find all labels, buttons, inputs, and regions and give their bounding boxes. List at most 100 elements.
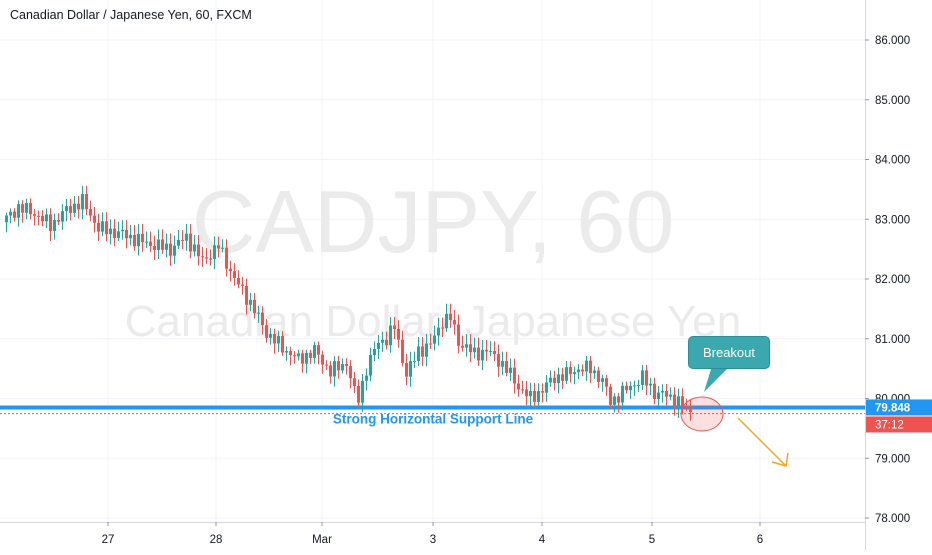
- candle-body: [517, 383, 520, 390]
- candle-body: [417, 346, 420, 361]
- candle-body: [549, 377, 552, 383]
- current-price-label: 79.848: [875, 402, 911, 414]
- candle-body: [497, 354, 500, 367]
- candle-body: [661, 390, 664, 393]
- candle-body: [173, 245, 176, 256]
- candle-body: [461, 345, 464, 348]
- candle-body: [213, 245, 216, 260]
- candle-body: [185, 233, 188, 241]
- time-tick-label: Mar: [312, 534, 332, 546]
- candle-body: [393, 325, 396, 329]
- candle-body: [381, 339, 384, 343]
- candle-body: [553, 377, 556, 384]
- candle-body: [101, 221, 104, 232]
- candle-body: [401, 339, 404, 364]
- candle-body: [605, 378, 608, 387]
- candle-body: [5, 215, 8, 223]
- candle-body: [585, 360, 588, 372]
- candle-body: [257, 312, 260, 314]
- candle-body: [421, 346, 424, 357]
- breakout-highlight: [680, 396, 724, 432]
- candle-body: [85, 193, 88, 210]
- candle-body: [397, 328, 400, 340]
- candle-body: [161, 239, 164, 250]
- price-tick-label: 79.000: [875, 453, 910, 465]
- candle-body: [125, 229, 128, 239]
- candle-body: [625, 385, 628, 391]
- candle-body: [337, 361, 340, 371]
- candle-body: [477, 347, 480, 361]
- countdown-tag: [866, 416, 932, 433]
- candle-body: [513, 367, 516, 384]
- candle-body: [489, 350, 492, 352]
- candle-body: [285, 351, 288, 353]
- candle-body: [261, 312, 264, 326]
- support-line-group: Strong Horizontal Support Line: [0, 405, 865, 426]
- price-tick-label: 81.000: [875, 334, 910, 346]
- price-tick-label: 78.000: [875, 513, 910, 525]
- breakout-callout[interactable]: Breakout: [688, 336, 770, 369]
- candle-body: [437, 327, 440, 336]
- candle-body: [445, 313, 448, 329]
- candle-body: [45, 214, 48, 222]
- candle-body: [505, 361, 508, 373]
- candle-body: [313, 345, 316, 358]
- candle-body: [481, 349, 484, 361]
- candle-body: [169, 243, 172, 256]
- candle-body: [109, 228, 112, 235]
- time-tick-label: 4: [539, 534, 546, 546]
- candle-body: [669, 394, 672, 397]
- candles: [5, 185, 692, 421]
- grid: [0, 0, 865, 522]
- candle-body: [217, 245, 220, 249]
- candle-body: [577, 369, 580, 373]
- candle-body: [269, 334, 272, 338]
- support-label: Strong Horizontal Support Line: [333, 411, 534, 426]
- time-tick-label: 6: [757, 534, 763, 546]
- candle-body: [521, 389, 524, 391]
- candle-body: [69, 206, 72, 213]
- candle-body: [341, 364, 344, 371]
- price-tick-label: 84.000: [875, 155, 910, 167]
- candle-body: [189, 233, 192, 252]
- candle-body: [377, 342, 380, 349]
- candle-body: [17, 204, 20, 218]
- candle-body: [293, 355, 296, 357]
- candle-body: [529, 390, 532, 397]
- time-axis[interactable]: 27 28 Mar 3 4 5 6: [0, 522, 865, 550]
- candle-body: [509, 367, 512, 373]
- candle-body: [157, 239, 160, 250]
- candle-body: [193, 244, 196, 252]
- candle-body: [237, 277, 240, 285]
- candle-body: [649, 383, 652, 386]
- price-axis[interactable]: 78.00079.00080.00081.00082.00083.00084.0…: [865, 0, 932, 550]
- candle-body: [273, 334, 276, 344]
- candle-body: [557, 374, 560, 384]
- candle-body: [329, 365, 332, 377]
- candle-body: [389, 325, 392, 346]
- price-axis-background: [865, 0, 932, 550]
- candle-body: [581, 369, 584, 372]
- candle-body: [117, 231, 120, 238]
- candle-body: [201, 256, 204, 258]
- candle-body: [49, 214, 52, 232]
- candle-body: [33, 214, 36, 216]
- candle-body: [373, 348, 376, 355]
- candle-body: [689, 407, 692, 413]
- candle-body: [21, 204, 24, 213]
- candle-body: [53, 219, 56, 232]
- candle-body: [89, 209, 92, 216]
- candle-body: [121, 229, 124, 232]
- candle-body: [653, 383, 656, 400]
- candle-body: [181, 240, 184, 242]
- current-price-tag: [866, 399, 932, 416]
- candle-body: [353, 378, 356, 386]
- watermark-symbol: CADJPY, 60: [192, 172, 675, 271]
- candle-body: [473, 347, 476, 353]
- price-tick-label: 85.000: [875, 95, 910, 107]
- candle-body: [93, 215, 96, 223]
- candle-body: [165, 243, 168, 250]
- chart-title: Canadian Dollar / Japanese Yen, 60, FXCM: [10, 8, 252, 22]
